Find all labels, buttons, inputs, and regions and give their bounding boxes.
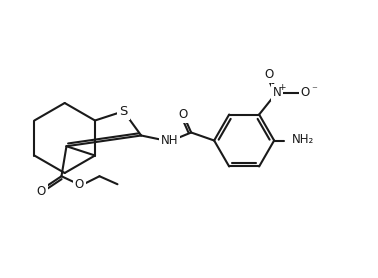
Text: O: O [178,108,188,121]
Text: O: O [37,185,46,198]
Text: O: O [265,68,274,81]
Text: O: O [75,178,84,191]
Text: S: S [119,105,128,118]
Text: NH₂: NH₂ [292,133,314,146]
Text: NH: NH [160,134,178,147]
Text: ⁻: ⁻ [311,86,317,96]
Text: N: N [273,86,282,99]
Text: O: O [301,86,310,99]
Text: +: + [278,83,286,92]
